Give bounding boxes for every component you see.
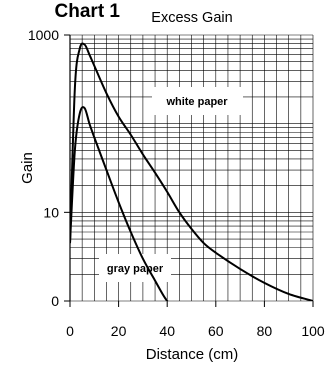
series-line-1 <box>70 42 313 301</box>
series-line-2 <box>70 106 169 301</box>
gray-paper-label: gray paper <box>107 263 164 275</box>
y-axis-title: Gain <box>19 152 36 184</box>
white-paper-label: white paper <box>165 96 228 108</box>
y-tick-label: 1000 <box>28 27 59 43</box>
x-tick-label: 60 <box>208 323 224 339</box>
x-axis-title: Distance (cm) <box>146 346 239 363</box>
x-tick-label: 20 <box>111 323 127 339</box>
x-tick-label: 0 <box>66 323 74 339</box>
white-paper-label-box <box>152 87 243 115</box>
chart-title: Excess Gain <box>151 10 232 26</box>
y-tick-label: 10 <box>43 204 59 220</box>
x-tick-label: 100 <box>301 323 325 339</box>
series-group <box>70 42 313 301</box>
y-tick-label: 0 <box>51 293 59 309</box>
grid <box>69 34 314 302</box>
x-tick-label: 40 <box>159 323 175 339</box>
gray-paper-label-box <box>99 254 171 282</box>
figure-title: Chart 1 <box>55 1 121 22</box>
x-tick-label: 80 <box>257 323 273 339</box>
